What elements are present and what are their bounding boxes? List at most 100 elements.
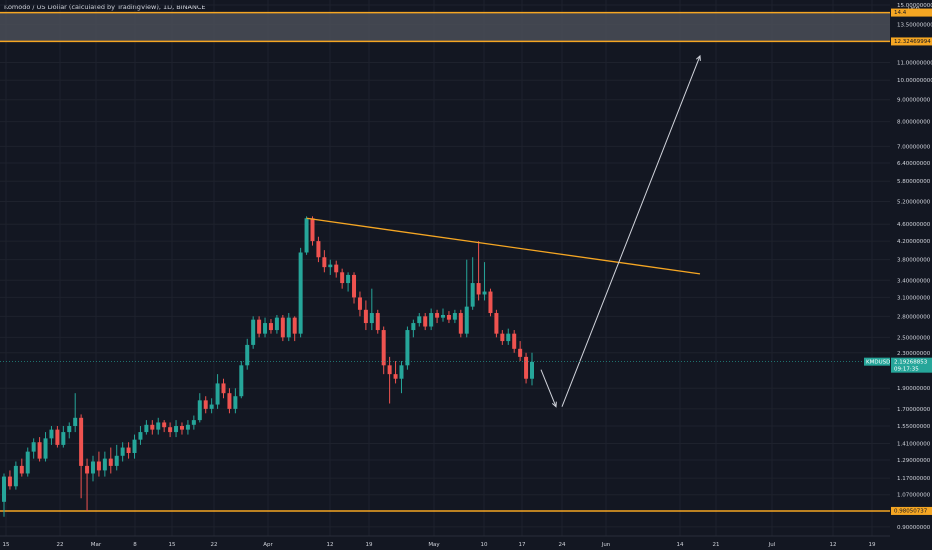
candle-body-69 (411, 323, 416, 331)
price-level-label: 13.50000000 (897, 23, 932, 29)
candle-body-29 (174, 426, 179, 433)
candle-body-2 (13, 465, 18, 487)
zone-top-tag: 14.4 (894, 10, 907, 16)
time-label: 14 (677, 542, 684, 548)
time-label: 12 (830, 542, 837, 548)
candle-body-50 (298, 252, 303, 334)
time-label: 8 (133, 542, 137, 548)
candle-body-52 (310, 218, 315, 242)
down-arrow (540, 369, 557, 407)
candle-body-44 (263, 323, 268, 334)
time-label: 24 (559, 542, 566, 548)
candle-body-68 (405, 330, 410, 366)
candle-body-57 (340, 272, 345, 284)
price-axis-bg (890, 0, 932, 550)
candle-body-70 (417, 316, 422, 324)
candle-body-32 (191, 420, 196, 425)
candle-body-6 (37, 442, 42, 459)
time-label: 15 (169, 542, 176, 548)
time-label: 12 (327, 542, 334, 548)
upper-line-tag-bg (891, 37, 932, 46)
price-level-label: 7.00000000 (897, 144, 931, 150)
symbol-tag: KMDUSD (866, 360, 890, 366)
price-tags: 14.4 12.32469994 0.98050737 KMDUSD 2.1926885… (864, 8, 932, 515)
candle-body-80 (476, 283, 481, 295)
price-level-label: 9.00000000 (897, 98, 931, 104)
candle-body-62 (369, 313, 374, 324)
candle-body-53 (316, 241, 321, 258)
candle-body-30 (179, 426, 184, 430)
candle-body-20 (120, 447, 125, 456)
time-label: 21 (713, 542, 720, 548)
candle-body-77 (458, 313, 463, 334)
candle-body-3 (19, 465, 24, 474)
price-axis[interactable]: 15.00000000 13.50000000 11.00000000 10.0000… (890, 0, 932, 550)
price-level-label: 5.80000000 (897, 179, 931, 185)
candle-body-87 (518, 348, 523, 357)
candle-body-10 (61, 432, 66, 445)
candle-body-1 (7, 476, 12, 487)
candle-body-16 (96, 461, 101, 471)
price-level-label: 3.80000000 (897, 258, 931, 264)
price-level-label: 1.41000000 (897, 442, 931, 448)
price-level-label: 10.00000000 (897, 78, 932, 84)
candle-body-8 (49, 429, 54, 439)
candle-body-82 (488, 291, 493, 314)
candle-body-41 (245, 344, 250, 366)
price-level-label: 8.00000000 (897, 120, 931, 126)
candle-body-26 (156, 422, 161, 430)
time-label: 22 (57, 542, 64, 548)
time-axis[interactable]: 15 22 Mar 8 15 22 Apr 12 19 May 10 17 24 Jun 14 21 Jul 12… (0, 535, 890, 548)
price-level-label: 1.55000000 (897, 424, 931, 430)
price-level-label: 2.30000000 (897, 351, 931, 357)
candle-body-73 (435, 313, 440, 318)
down-arrow-head (551, 401, 557, 408)
candle-body-71 (423, 316, 428, 327)
symbol-tag-bg (864, 357, 890, 366)
candle-body-33 (197, 400, 202, 421)
candle-body-4 (25, 451, 30, 474)
candle-body-51 (304, 218, 309, 253)
price-level-label: 3.10000000 (897, 295, 931, 301)
countdown-tag: 09:17:35 (894, 367, 919, 373)
candle-body-18 (108, 458, 113, 466)
price-level-label: 5.20000000 (897, 199, 931, 205)
candle-body-54 (322, 257, 327, 268)
candle-body-13 (79, 417, 84, 466)
time-label: 17 (519, 542, 526, 548)
candle-body-40 (239, 365, 244, 397)
price-level-label: 4.60000000 (897, 222, 931, 228)
candle-body-61 (363, 309, 368, 324)
projection-arrows[interactable] (540, 54, 701, 408)
candles-layer (2, 216, 534, 517)
candle-body-14 (85, 465, 90, 474)
candle-body-65 (387, 365, 392, 375)
candle-body-88 (524, 356, 529, 379)
time-label: Jun (601, 542, 611, 548)
time-label: 10 (481, 542, 488, 548)
candle-body-24 (144, 424, 149, 433)
price-level-label: 15.00000000 (897, 3, 932, 9)
candle-body-56 (334, 264, 339, 273)
price-level-label: 2.80000000 (897, 314, 931, 320)
candle-body-27 (162, 422, 167, 428)
price-level-label: 1.29000000 (897, 458, 931, 464)
candle-body-81 (482, 291, 487, 295)
price-level-label: 2.50000000 (897, 335, 931, 341)
candle-body-89 (530, 361, 534, 379)
price-level-label: 4.20000000 (897, 239, 931, 245)
candle-body-39 (233, 396, 238, 409)
trendline[interactable] (306, 217, 701, 275)
lower-line-tag-bg (891, 506, 932, 515)
supply-zone (0, 12, 890, 42)
candle-body-21 (126, 447, 131, 454)
candle-body-75 (446, 314, 451, 320)
horizontal-levels[interactable] (0, 11, 890, 512)
candle-body-67 (399, 365, 404, 379)
candle-body-78 (464, 306, 469, 334)
candle-body-37 (221, 383, 226, 394)
candle-body-31 (185, 424, 190, 430)
candle-body-19 (114, 455, 119, 466)
candle-body-86 (512, 333, 517, 349)
